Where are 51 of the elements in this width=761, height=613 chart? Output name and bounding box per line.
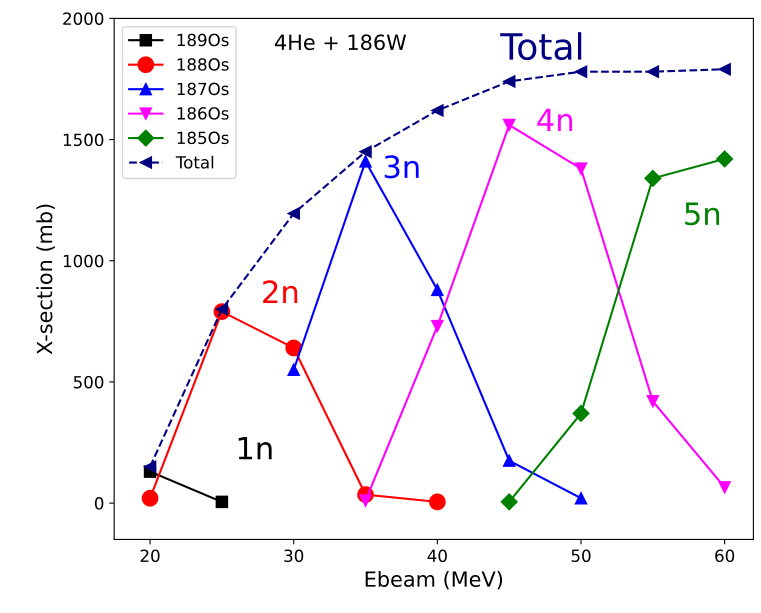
y-tick-label: 0 [94, 497, 104, 510]
legend-label: 187Os [178, 82, 229, 96]
point [431, 320, 444, 332]
x-tick-label: 20 [140, 549, 160, 562]
point [359, 145, 372, 158]
point [646, 65, 660, 78]
annotation: 1n [238, 437, 272, 460]
y-tick-label: 2000 [63, 12, 104, 25]
point [644, 170, 662, 187]
text: 4He + 186W [274, 34, 406, 50]
annotation: 2n [263, 280, 298, 303]
point [716, 150, 734, 168]
legend-label: 189Os [178, 34, 229, 46]
point [500, 493, 518, 510]
x-tick-label: 60 [715, 549, 734, 562]
x-tick-label: 30 [284, 549, 304, 562]
point [502, 454, 516, 467]
point [431, 104, 444, 117]
point [502, 75, 516, 88]
y-tick-label: 500 [74, 376, 104, 388]
y-axis-title: X-section (mb) [36, 204, 55, 354]
point [718, 63, 731, 76]
legend-label: 188Os [178, 58, 229, 71]
point [287, 364, 300, 376]
legend-label: 185Os [178, 132, 229, 144]
legend-label: 186Os [178, 107, 229, 120]
annotation: 5n [685, 202, 720, 226]
point [287, 207, 300, 220]
point [359, 155, 372, 168]
point [285, 340, 302, 356]
x-axis-title: Ebeam (MeV) [366, 570, 502, 590]
point [718, 481, 731, 494]
point [502, 118, 516, 132]
legend-label: Total [176, 156, 214, 169]
annotation: Total [500, 32, 582, 60]
x-tick-label: 50 [572, 549, 591, 562]
x-tick-label: 40 [428, 549, 447, 562]
point [574, 162, 588, 175]
point [429, 494, 446, 510]
point [144, 460, 156, 473]
y-tick-label: 1500 [64, 134, 104, 146]
point [216, 496, 228, 508]
y-tick-label: 1000 [64, 254, 104, 268]
annotation: 4n [537, 108, 572, 132]
point [572, 404, 590, 422]
point [431, 284, 444, 296]
point [574, 492, 588, 504]
point [574, 65, 588, 78]
point [646, 395, 660, 408]
annotation: 3n [384, 155, 419, 178]
point [142, 490, 158, 507]
